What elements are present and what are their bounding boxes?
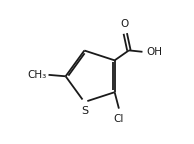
Text: CH₃: CH₃ <box>27 70 46 80</box>
Text: Cl: Cl <box>114 114 124 124</box>
Text: S: S <box>81 106 88 116</box>
Text: OH: OH <box>146 47 162 57</box>
Text: O: O <box>120 19 129 29</box>
